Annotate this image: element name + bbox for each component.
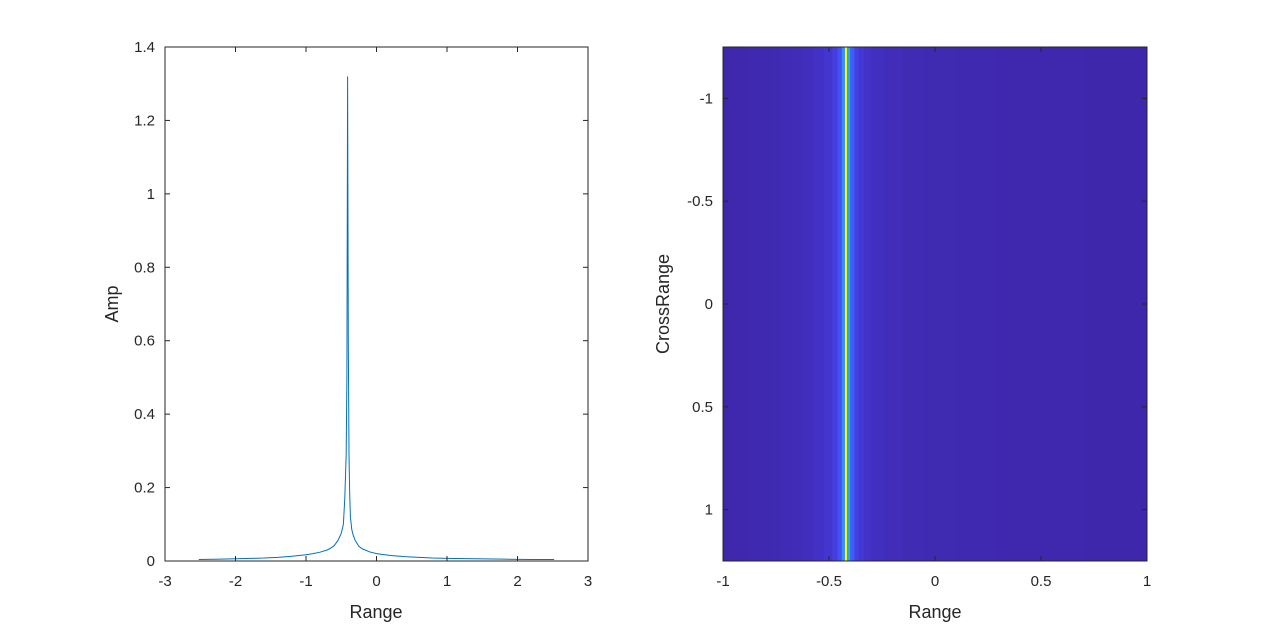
heatmap-column <box>837 47 843 561</box>
heatmap-column <box>749 47 761 561</box>
heatmap-column <box>884 47 904 561</box>
plot1-xtick-labels: -3 -2 -1 0 1 2 3 <box>158 573 592 590</box>
plot1-ytick-label: 0.4 <box>134 406 155 423</box>
heatmap-column <box>1083 47 1127 561</box>
plot1-ytick-label: 1.2 <box>134 112 155 129</box>
heatmap-column <box>847 47 851 561</box>
heatmap-column <box>956 47 999 561</box>
plot2-ytick-label: 0 <box>705 296 713 313</box>
plot2-y-axis-label: CrossRange <box>653 254 673 354</box>
plot1-ytick-label: 0.8 <box>134 259 155 276</box>
plot2-xtick-labels: -1 -0.5 0 0.5 1 <box>716 573 1151 590</box>
heatmap-column <box>728 47 740 561</box>
heatmap-column <box>903 47 925 561</box>
plot2-xtick-label: -0.5 <box>816 573 842 590</box>
plot1-xtick-label: -2 <box>229 573 242 590</box>
heatmap-column <box>832 47 838 561</box>
plot1-y-axis-label: Amp <box>102 285 122 322</box>
plot2-x-axis-label: Range <box>908 602 961 622</box>
plot2-xtick-label: 0.5 <box>1031 573 1052 590</box>
heatmap-column <box>924 47 957 561</box>
plot1-ytick-label: 1.4 <box>134 39 155 56</box>
amp-line-plot: -3 -2 -1 0 1 2 3 0 0.2 0.4 0.6 0.8 1 1.2 1.4 Range Am… <box>102 39 592 622</box>
plot1-ticks <box>164 46 589 562</box>
plot1-xtick-label: 2 <box>513 573 521 590</box>
heatmap-column <box>841 47 846 561</box>
crossrange-heatmap-plot: -1 -0.5 0 0.5 1 -1 -0.5 0 0.5 1 Range CrossRange <box>653 46 1151 622</box>
plot1-ytick-label: 0 <box>147 553 155 570</box>
heatmap-column <box>871 47 885 561</box>
plot1-ytick-label: 0.2 <box>134 480 155 497</box>
plot1-ytick-labels: 0 0.2 0.4 0.6 0.8 1 1.2 1.4 <box>134 39 155 570</box>
plot1-xtick-label: 3 <box>584 573 592 590</box>
heatmap-column <box>813 47 824 561</box>
plot2-xtick-label: 1 <box>1143 573 1151 590</box>
plot1-ytick-label: 0.6 <box>134 333 155 350</box>
series-line-0 <box>198 76 555 561</box>
heatmap-column <box>858 47 865 561</box>
plot2-ytick-label: -1 <box>700 90 713 107</box>
plot2-ytick-labels: -1 -0.5 0 0.5 1 <box>687 90 713 518</box>
heatmap-column <box>770 47 782 561</box>
plot2-ytick-label: -0.5 <box>687 193 713 210</box>
heatmap-column <box>844 47 848 561</box>
heatmap-column <box>1041 47 1084 561</box>
heatmap-column <box>760 47 771 561</box>
plot2-heatmap-columns <box>723 47 1148 561</box>
heatmap-column <box>863 47 872 561</box>
heatmap-column <box>738 47 750 561</box>
heatmap-column <box>781 47 793 561</box>
heatmap-column <box>802 47 814 561</box>
plot1-x-axis-label: Range <box>349 602 402 622</box>
plot1-xtick-label: -1 <box>299 573 312 590</box>
heatmap-column <box>823 47 833 561</box>
heatmap-column <box>791 47 803 561</box>
plot1-xtick-label: -3 <box>158 573 171 590</box>
plot2-xtick-label: 0 <box>931 573 939 590</box>
heatmap-column <box>854 47 859 561</box>
plot1-xtick-label: 0 <box>372 573 380 590</box>
heatmap-column <box>1125 47 1148 561</box>
plot2-xtick-label: -1 <box>716 573 729 590</box>
heatmap-column <box>998 47 1042 561</box>
plot2-ytick-label: 0.5 <box>692 399 713 416</box>
plot1-line-layer <box>198 76 555 561</box>
plot2-ytick-label: 1 <box>705 502 713 519</box>
heatmap-column <box>850 47 855 561</box>
plot2-ticks <box>722 47 1148 561</box>
plot1-ytick-label: 1 <box>147 186 155 203</box>
plot1-xtick-label: 1 <box>443 573 451 590</box>
plot1-background <box>165 47 588 561</box>
